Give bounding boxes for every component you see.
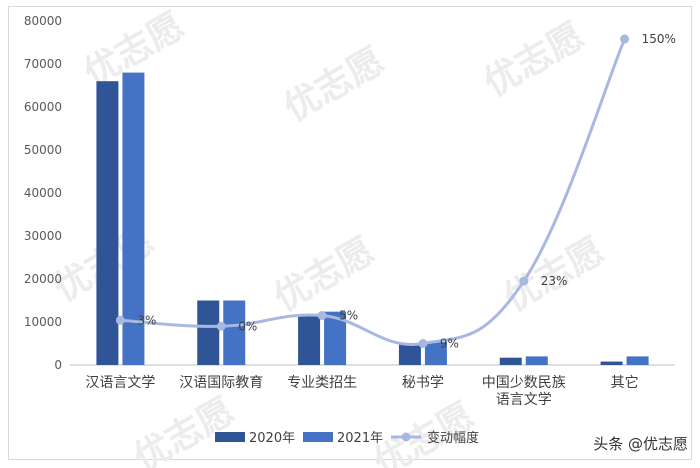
legend-marker — [401, 432, 411, 442]
line-data-label: 5% — [339, 309, 358, 323]
line-point — [216, 321, 226, 331]
y-tick-label: 60000 — [24, 100, 62, 114]
bar-2021 — [223, 300, 246, 365]
x-category-label: 汉语国际教育 — [179, 375, 263, 391]
y-tick-label: 50000 — [24, 143, 62, 157]
x-category-label: 中国少数民族语言文学 — [482, 375, 566, 408]
watermark-text: 优志愿 — [277, 40, 391, 130]
line-point — [519, 276, 529, 286]
chart-frame — [8, 6, 692, 460]
line-data-label: 0% — [238, 319, 257, 333]
bar-2021 — [525, 356, 548, 365]
y-tick-label: 70000 — [24, 57, 62, 71]
line-point — [620, 34, 630, 44]
bar-2021 — [324, 311, 347, 365]
watermark-text: 优志愿 — [477, 15, 591, 105]
bar-2020 — [298, 314, 321, 365]
line-data-label: 3% — [137, 313, 156, 327]
bar-2021 — [424, 342, 447, 365]
line-point — [418, 339, 428, 348]
legend-label: 变动幅度 — [427, 430, 479, 446]
x-category-label: 汉语言文学 — [85, 375, 155, 391]
legend-label: 2021年 — [337, 431, 383, 446]
y-tick-label: 30000 — [24, 229, 62, 243]
bar-2021 — [626, 356, 649, 365]
legend-swatch — [215, 432, 245, 442]
legend-label: 2020年 — [249, 431, 295, 446]
bar-2020 — [600, 361, 623, 365]
watermark-text: 优志愿 — [127, 390, 241, 468]
x-category-label: 秘书学 — [402, 375, 444, 391]
watermark-text: 优志愿 — [267, 230, 381, 320]
y-tick-label: 20000 — [24, 272, 62, 286]
y-tick-label: 10000 — [24, 315, 62, 329]
line-point — [115, 315, 125, 325]
bar-2020 — [96, 81, 119, 365]
bar-2020 — [398, 343, 421, 365]
x-category-label: 其它 — [611, 374, 639, 391]
y-tick-label: 0 — [54, 358, 62, 372]
bar-2021 — [122, 72, 145, 365]
source-credit: 头条 @优志愿 — [593, 435, 688, 453]
y-tick-label: 80000 — [24, 14, 62, 28]
x-category-label: 专业类招生 — [287, 375, 357, 391]
bar-2020 — [197, 300, 220, 365]
legend-swatch — [303, 432, 333, 442]
line-point — [317, 311, 327, 321]
line-data-label: 23% — [541, 274, 568, 288]
bar-2020 — [499, 357, 522, 365]
y-tick-label: 40000 — [24, 186, 62, 200]
line-data-label: 150% — [642, 32, 676, 46]
line-data-label: 9% — [440, 337, 459, 351]
